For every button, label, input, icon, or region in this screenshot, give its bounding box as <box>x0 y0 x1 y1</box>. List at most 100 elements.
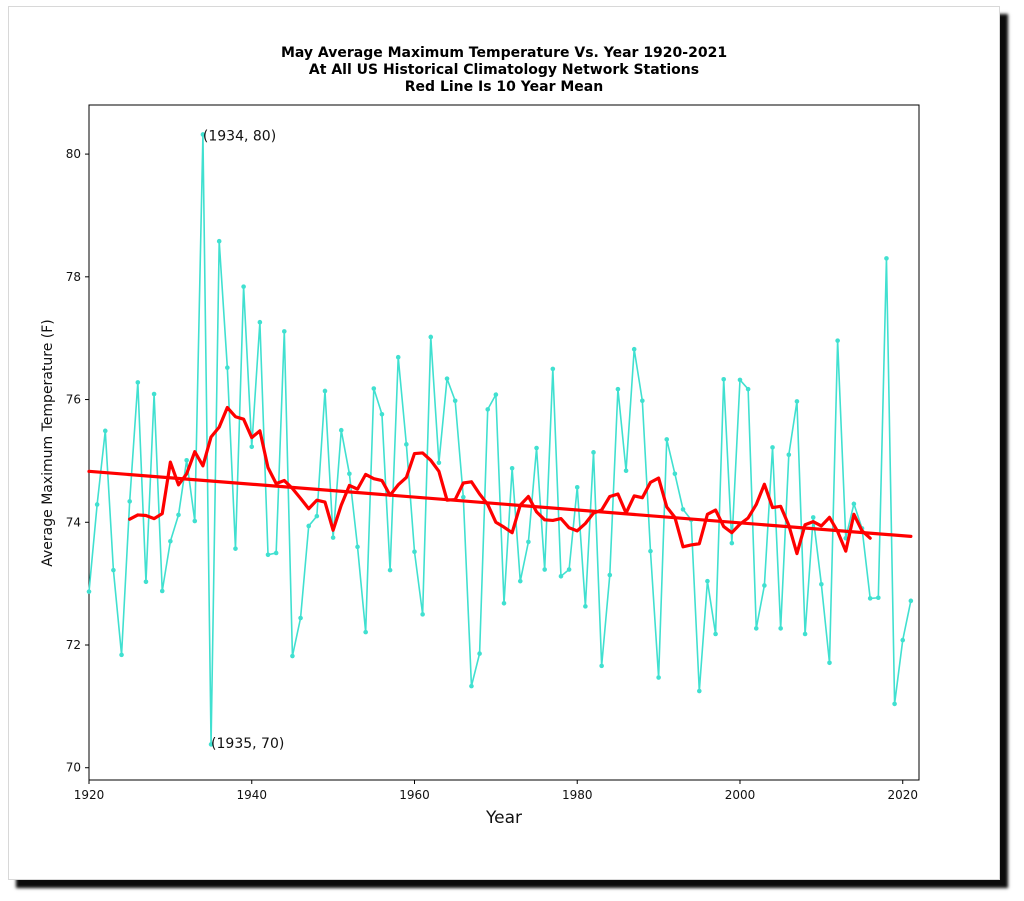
data-point <box>802 631 808 637</box>
data-point <box>436 460 442 466</box>
plot-border <box>88 104 920 781</box>
data-point <box>778 626 783 631</box>
data-point <box>794 399 800 404</box>
y-tick-label: 80 <box>66 147 81 161</box>
x-axis-label: Year <box>485 808 522 828</box>
data-point <box>200 132 206 137</box>
data-point <box>273 550 279 556</box>
data-point <box>696 688 702 694</box>
data-point <box>404 442 409 447</box>
plot-area: 1920 1940 1960 1980 2000 2020 70 72 74 76 78 80 (193… <box>66 104 920 802</box>
chart-title: May Average Maximum Temperature Vs. Year… <box>281 45 727 61</box>
data-point <box>420 612 425 617</box>
data-point <box>371 386 377 391</box>
data-point <box>387 567 393 573</box>
data-point <box>249 444 255 450</box>
data-point <box>111 567 116 573</box>
annotation-label: (1934, 80) <box>203 129 276 145</box>
data-point <box>355 544 360 550</box>
data-point <box>640 398 645 404</box>
data-point <box>534 445 539 451</box>
y-tick-label: 70 <box>66 761 81 775</box>
data-point <box>338 427 344 433</box>
data-point <box>876 595 881 601</box>
data-point <box>102 428 108 434</box>
data-point <box>469 683 474 689</box>
data-point <box>395 354 401 360</box>
trend-line <box>87 469 913 538</box>
data-point <box>452 398 458 404</box>
data-point <box>184 457 189 463</box>
data-point <box>827 660 832 666</box>
chart-subtitle: At All US Historical Climatology Network… <box>309 62 699 78</box>
data-point <box>900 637 906 643</box>
data-point <box>762 583 767 588</box>
data-point <box>721 376 727 382</box>
y-tick-label: 76 <box>66 393 81 407</box>
data-point <box>583 604 588 609</box>
data-point <box>208 742 214 747</box>
data-point <box>233 546 238 551</box>
data-point <box>819 581 824 587</box>
data-point <box>672 471 678 477</box>
data-point <box>615 386 621 392</box>
data-point <box>705 578 710 584</box>
data-point <box>713 631 718 637</box>
data-point <box>542 567 547 572</box>
data-point <box>257 319 263 325</box>
y-axis-label: Average Maximum Temperature (F) <box>40 319 56 566</box>
data-point <box>745 386 751 392</box>
data-point <box>517 578 523 584</box>
data-point <box>363 629 368 635</box>
data-point <box>680 507 686 512</box>
data-point <box>526 539 531 545</box>
data-point <box>241 284 246 289</box>
annual-series-line <box>88 134 912 745</box>
data-point <box>591 450 596 455</box>
data-point <box>94 502 100 507</box>
data-point <box>347 471 352 477</box>
data-point <box>330 535 336 540</box>
data-point <box>648 548 653 554</box>
annotation-label: (1935, 70) <box>211 736 284 752</box>
data-point <box>851 501 857 507</box>
data-point <box>265 552 271 558</box>
data-point <box>159 588 165 594</box>
x-tick-label: 1960 <box>399 788 430 802</box>
data-point <box>176 512 181 518</box>
data-point <box>566 567 572 572</box>
data-point <box>135 380 141 385</box>
data-point <box>892 701 897 707</box>
data-point <box>477 651 482 656</box>
data-point <box>599 663 604 669</box>
data-point <box>729 540 735 546</box>
data-point <box>493 392 499 397</box>
data-point <box>428 334 434 340</box>
data-point <box>884 256 889 261</box>
data-point <box>168 538 173 544</box>
data-point <box>631 346 637 352</box>
y-tick-label: 78 <box>66 270 81 284</box>
x-tick-label: 1940 <box>236 788 267 802</box>
data-point <box>501 600 507 606</box>
x-tick-label: 2000 <box>725 788 756 802</box>
data-point <box>509 465 515 471</box>
y-tick-label: 74 <box>66 515 81 529</box>
data-point <box>786 452 792 458</box>
data-point <box>192 518 198 524</box>
data-point <box>574 484 580 490</box>
data-point <box>623 468 629 474</box>
ten-year-mean-line <box>128 405 872 556</box>
data-point <box>664 437 670 442</box>
data-point <box>908 598 914 604</box>
data-point <box>298 615 303 621</box>
data-point <box>461 494 466 500</box>
data-point <box>379 411 385 417</box>
data-point <box>444 376 450 381</box>
data-point <box>753 626 759 631</box>
data-point <box>550 366 556 372</box>
x-tick-label: 1920 <box>74 788 105 802</box>
data-point <box>119 652 124 658</box>
data-point <box>485 407 491 412</box>
